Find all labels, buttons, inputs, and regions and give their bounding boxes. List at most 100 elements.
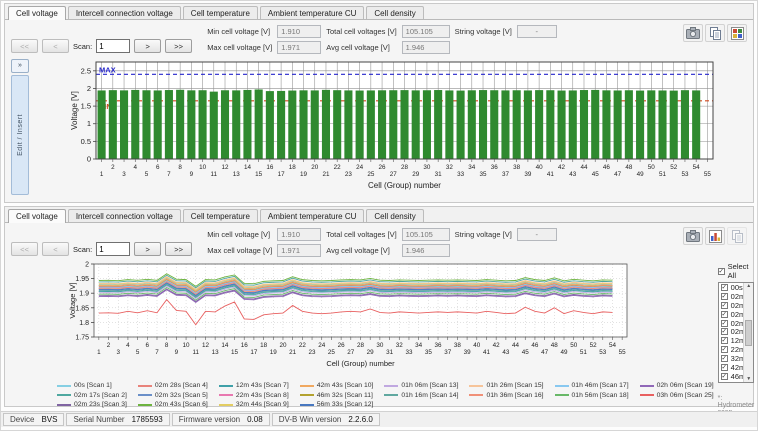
tab-cell-voltage[interactable]: Cell voltage bbox=[8, 6, 66, 20]
first-scan-button[interactable]: << bbox=[11, 39, 38, 53]
svg-text:45: 45 bbox=[592, 171, 600, 178]
scan-checkbox[interactable]: ✓ bbox=[720, 283, 728, 291]
svg-text:Cell (Group) number: Cell (Group) number bbox=[368, 181, 441, 190]
svg-text:17: 17 bbox=[278, 171, 286, 178]
next-scan-button[interactable]: > bbox=[134, 39, 162, 53]
report-icon[interactable] bbox=[727, 24, 747, 42]
scan-checkbox[interactable]: ✓ bbox=[720, 337, 728, 345]
svg-text:1.8: 1.8 bbox=[79, 320, 89, 327]
tab-cell-voltage[interactable]: Cell voltage bbox=[8, 209, 66, 223]
last-scan-button[interactable]: >> bbox=[165, 39, 193, 53]
svg-text:28: 28 bbox=[401, 164, 409, 171]
scan-list-item[interactable]: ✓12m 43s [Scan 7] bbox=[719, 336, 745, 346]
legend-item: 02m 28s [Scan 4] bbox=[137, 382, 208, 389]
scan-listbox: ✓00s [Scan 1]✓02m 17s [Scan 2]✓02m 23s [… bbox=[717, 282, 755, 383]
tab-cell-temperature[interactable]: Cell temperature bbox=[182, 209, 258, 222]
scrollbar-thumb[interactable] bbox=[745, 319, 753, 346]
scan-list-item[interactable]: ✓32m 44s [Scan 9] bbox=[719, 354, 744, 363]
scan-checkbox[interactable]: ✓ bbox=[720, 310, 728, 318]
scan-checkbox[interactable]: ✓ bbox=[720, 328, 728, 336]
scan-checkbox[interactable]: ✓ bbox=[720, 301, 728, 309]
svg-text:Cell (Group) number: Cell (Group) number bbox=[326, 359, 395, 368]
next-scan-button[interactable]: > bbox=[134, 242, 162, 256]
svg-text:31: 31 bbox=[435, 171, 443, 178]
legend-label: 01h 46m [Scan 17] bbox=[571, 382, 629, 389]
avg-voltage-field: 1.946 bbox=[401, 244, 450, 257]
scan-list-item[interactable]: ✓02m 43s [Scan 6] bbox=[719, 327, 744, 336]
scan-item-label: 12m 43s [Scan 7] bbox=[730, 336, 745, 346]
tab-cell-density[interactable]: Cell density bbox=[366, 6, 424, 19]
scan-list-item[interactable]: ✓02m 28s [Scan 4] bbox=[719, 310, 744, 319]
svg-text:0.5: 0.5 bbox=[81, 137, 91, 146]
edit-insert-collapsed-panel[interactable]: Edit / Insert bbox=[11, 75, 29, 195]
scan-navigation-bottom: << < Scan: > >> bbox=[11, 242, 193, 256]
scan-list-item[interactable]: ✓02m 23s [Scan 3] bbox=[719, 301, 744, 310]
scan-list-item[interactable]: ✓00s [Scan 1] bbox=[719, 283, 745, 292]
scan-list-scrollbar[interactable]: ▲ ▼ bbox=[743, 283, 754, 382]
avg-voltage-label: Avg cell voltage [V] bbox=[326, 43, 390, 52]
scan-checkbox[interactable]: ✓ bbox=[720, 363, 728, 371]
legend-item: 02h 06m [Scan 19] bbox=[639, 382, 714, 389]
scroll-up-icon[interactable]: ▲ bbox=[746, 283, 752, 289]
svg-text:46: 46 bbox=[603, 164, 611, 171]
camera-icon[interactable] bbox=[683, 24, 703, 42]
legend-line-swatch bbox=[299, 394, 314, 396]
scan-checkbox[interactable]: ✓ bbox=[720, 372, 728, 380]
tab-intercell-connection-voltage[interactable]: Intercell connection voltage bbox=[67, 209, 181, 222]
prev-scan-button[interactable]: < bbox=[42, 39, 69, 53]
tab-ambient-temperature-cu[interactable]: Ambient temperature CU bbox=[259, 6, 365, 19]
svg-text:18: 18 bbox=[260, 342, 268, 349]
legend-line-swatch bbox=[218, 403, 233, 406]
scan-number-input[interactable] bbox=[96, 242, 131, 256]
chart-icon[interactable] bbox=[705, 227, 725, 245]
svg-text:36: 36 bbox=[491, 164, 499, 171]
tab-cell-temperature[interactable]: Cell temperature bbox=[182, 6, 258, 19]
tab-cell-density[interactable]: Cell density bbox=[366, 209, 424, 222]
svg-text:41: 41 bbox=[547, 171, 555, 178]
scan-list-item[interactable]: ✓42m 43s [Scan 10] bbox=[719, 363, 745, 372]
scan-checkbox[interactable]: ✓ bbox=[720, 346, 728, 354]
scan-item-label: 00s [Scan 1] bbox=[730, 283, 745, 292]
svg-text:33: 33 bbox=[457, 171, 465, 178]
tab-intercell-connection-voltage[interactable]: Intercell connection voltage bbox=[67, 6, 181, 19]
svg-text:15: 15 bbox=[231, 349, 239, 356]
svg-text:43: 43 bbox=[502, 349, 510, 356]
tab-ambient-temperature-cu[interactable]: Ambient temperature CU bbox=[259, 209, 365, 222]
expand-panel-button[interactable]: » bbox=[11, 59, 29, 73]
voltage-stats-bottom: Min cell voltage [V] 1.910 Total cell vo… bbox=[207, 228, 557, 257]
svg-text:24: 24 bbox=[318, 342, 326, 349]
scan-item-label: 42m 43s [Scan 10] bbox=[730, 363, 745, 372]
avg-voltage-field: 1.946 bbox=[401, 41, 450, 54]
cell-voltage-line-chart: 1.751.81.851.91.952123456789101112131415… bbox=[68, 262, 628, 368]
camera-icon[interactable] bbox=[683, 227, 703, 245]
scan-list-item[interactable]: ✓02m 32s [Scan 5] bbox=[719, 319, 744, 327]
select-all-row[interactable]: ✓ Select All bbox=[717, 262, 755, 280]
legend-line-swatch bbox=[218, 384, 233, 387]
copy-icon[interactable] bbox=[727, 227, 747, 245]
svg-text:1.85: 1.85 bbox=[75, 305, 89, 312]
svg-text:23: 23 bbox=[309, 349, 317, 356]
svg-text:38: 38 bbox=[454, 342, 462, 349]
svg-text:47: 47 bbox=[614, 171, 622, 178]
svg-text:30: 30 bbox=[376, 342, 384, 349]
svg-text:34: 34 bbox=[468, 164, 476, 171]
legend-item: 01h 36m [Scan 16] bbox=[469, 392, 544, 399]
scan-list-item[interactable]: ✓02m 17s [Scan 2] bbox=[719, 292, 744, 301]
prev-scan-button[interactable]: < bbox=[42, 242, 69, 256]
scan-label: Scan: bbox=[73, 244, 93, 254]
svg-text:12: 12 bbox=[222, 164, 230, 171]
svg-text:19: 19 bbox=[270, 349, 278, 356]
scroll-down-icon[interactable]: ▼ bbox=[746, 376, 752, 382]
svg-text:15: 15 bbox=[255, 171, 263, 178]
scan-checkbox[interactable]: ✓ bbox=[720, 355, 728, 363]
scan-number-input[interactable] bbox=[96, 39, 131, 53]
scan-list-item[interactable]: ✓22m 43s [Scan 8] bbox=[719, 345, 744, 354]
svg-text:48: 48 bbox=[625, 164, 633, 171]
scan-checkbox[interactable]: ✓ bbox=[720, 292, 728, 300]
last-scan-button[interactable]: >> bbox=[165, 242, 193, 256]
copy-icon[interactable] bbox=[705, 24, 725, 42]
scan-list-item[interactable]: ✓46m 32s [Scan 11] bbox=[719, 372, 744, 381]
select-all-checkbox[interactable]: ✓ bbox=[717, 267, 725, 275]
first-scan-button[interactable]: << bbox=[11, 242, 38, 256]
scan-checkbox[interactable]: ✓ bbox=[720, 319, 728, 327]
